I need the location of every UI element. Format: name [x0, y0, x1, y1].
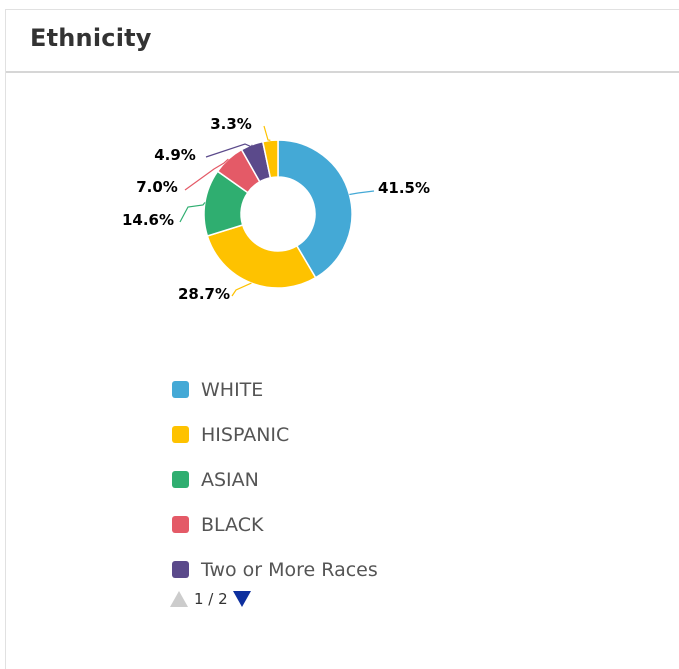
legend-swatch: [172, 516, 189, 533]
legend-pager: 1 / 2: [170, 590, 251, 608]
triangle-down-icon[interactable]: [232, 591, 251, 607]
data-label: 3.3%: [210, 115, 252, 133]
legend-label: Two or More Races: [201, 558, 378, 581]
legend-label: ASIAN: [201, 468, 259, 491]
card-title: Ethnicity: [30, 24, 152, 52]
ethnicity-card: Ethnicity: [5, 9, 679, 669]
legend-item[interactable]: BLACK: [172, 502, 378, 547]
legend-swatch: [172, 561, 189, 578]
connector-line: [179, 202, 206, 223]
data-label: 4.9%: [154, 146, 196, 164]
donut-slice[interactable]: [261, 139, 279, 179]
legend-item[interactable]: HISPANIC: [172, 412, 378, 457]
data-label: 7.0%: [136, 178, 178, 196]
legend-item[interactable]: Two or More Races: [172, 547, 378, 592]
connector-line: [349, 190, 375, 196]
legend-label: WHITE: [201, 378, 264, 401]
legend-swatch: [172, 471, 189, 488]
donut-slice[interactable]: [277, 139, 353, 279]
donut-slice[interactable]: [206, 224, 317, 289]
connector-line: [231, 282, 252, 297]
legend-item[interactable]: ASIAN: [172, 457, 378, 502]
pager-text: 1 / 2: [194, 590, 228, 608]
legend-label: HISPANIC: [201, 423, 290, 446]
data-label: 28.7%: [178, 285, 230, 303]
connector-line: [205, 143, 253, 158]
connector-line: [184, 158, 229, 191]
data-label: 14.6%: [122, 211, 174, 229]
legend-swatch: [172, 426, 189, 443]
data-label: 41.5%: [378, 179, 430, 197]
donut-chart: 41.5% 28.7% 14.6% 7.0% 4.9% 3.3%: [122, 115, 430, 303]
chart-legend: WHITE HISPANIC ASIAN BLACK Two or More Races: [172, 367, 378, 592]
card-header: Ethnicity: [6, 10, 679, 73]
legend-label: BLACK: [201, 513, 264, 536]
legend-swatch: [172, 381, 189, 398]
triangle-up-icon[interactable]: [170, 591, 188, 607]
connector-line: [263, 125, 271, 141]
legend-item[interactable]: WHITE: [172, 367, 378, 412]
